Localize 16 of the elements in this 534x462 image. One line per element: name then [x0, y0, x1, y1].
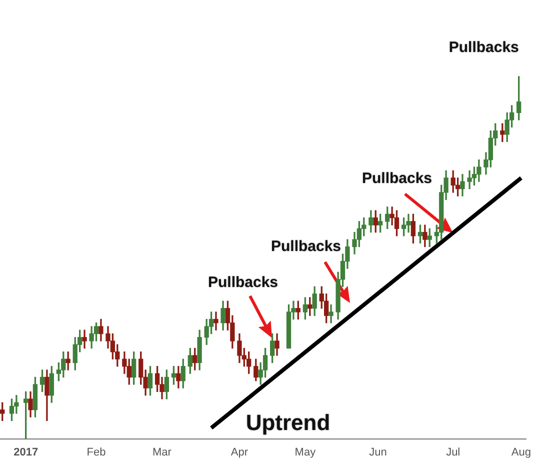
candlestick [214, 312, 218, 330]
x-tick-label: Feb [86, 446, 106, 458]
candlestick [328, 304, 334, 324]
x-tick-label: Jul [446, 446, 460, 458]
annotation: Pullbacks [270, 238, 342, 256]
annotation: Pullbacks [208, 274, 278, 292]
x-tick-label: Aug [511, 446, 531, 458]
x-tick-label: Jun [369, 446, 387, 458]
annotation: Pullbacks [362, 170, 432, 188]
annotation: Uptrend [246, 410, 330, 436]
x-tick-label: Mar [152, 446, 172, 458]
x-tick-label: May [294, 446, 316, 458]
x-tick-label: Apr [230, 446, 248, 458]
x-tick-label: 2017 [14, 446, 38, 458]
candlestick [82, 330, 87, 349]
text: Pullbacks [448, 39, 519, 56]
